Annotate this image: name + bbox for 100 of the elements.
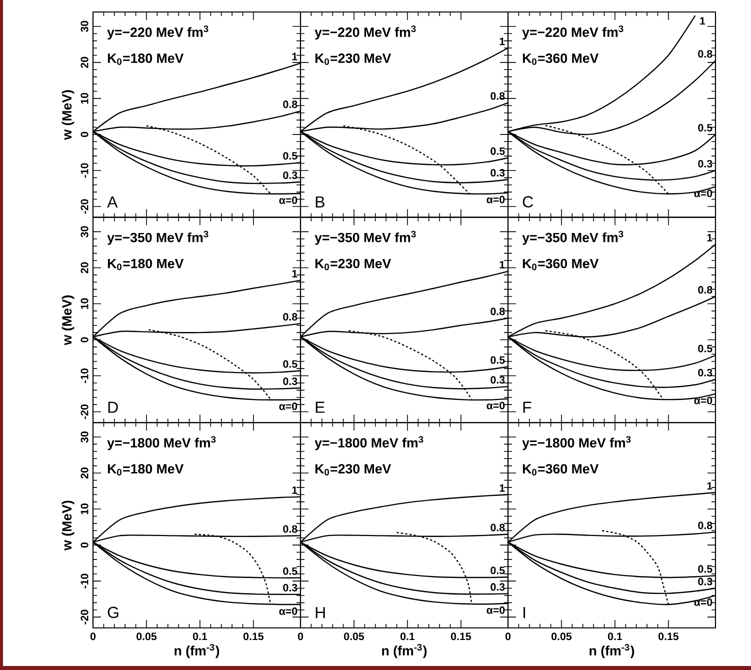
legend-label: 0.3 — [698, 160, 712, 168]
legend-label: α=0 — [279, 402, 298, 410]
x-tick-label: 0.15 — [243, 632, 264, 640]
legend-label: 0.3 — [490, 168, 505, 177]
legend-label: 0.8 — [283, 313, 298, 321]
y-axis-title: w (MeV) — [62, 295, 74, 346]
legend-label: 0.8 — [490, 524, 505, 532]
legend-label: α=0 — [279, 196, 298, 204]
annotation: y=−350 MeV fm$^{3}$ — [107, 230, 208, 245]
y-tick-label: 0 — [80, 542, 88, 548]
annotation: I — [524, 607, 526, 618]
y-tick-label: -20 — [80, 610, 88, 624]
y-tick-label: 20 — [80, 468, 88, 479]
legend-label: 1 — [500, 484, 505, 492]
legend-label: 0.5 — [490, 147, 505, 155]
y-tick-label: -10 — [80, 368, 88, 384]
annotation: y=−1800 MeV fm$^{3}$ — [314, 436, 424, 450]
x-tick-label: 0.05 — [344, 632, 364, 640]
y-tick-label: -10 — [80, 163, 88, 178]
y-tick-label: 30 — [80, 226, 88, 238]
legend-label: 0.8 — [283, 525, 298, 533]
y-tick-label: 10 — [80, 504, 88, 514]
legend-label: α=0 — [694, 598, 712, 606]
annotation: y=−220 MeV fm$^{3}$ — [107, 25, 208, 40]
x-tick-label: 0.1 — [400, 632, 415, 640]
annotation: y=−350 MeV fm$^{3}$ — [522, 230, 624, 245]
legend-label: 0.5 — [283, 567, 298, 575]
legend-label: 0.5 — [283, 152, 298, 160]
x-tick-label: 0.1 — [608, 632, 622, 640]
annotation: F — [523, 402, 532, 413]
legend-label: α=0 — [486, 606, 505, 614]
legend-label: 0.8 — [698, 286, 712, 294]
legend-label: 0.8 — [490, 308, 505, 316]
legend-label: 0.5 — [490, 566, 505, 574]
x-axis-title: n (fm$^{-3}$) — [174, 644, 220, 658]
annotation: K$_{0}$=230 MeV — [315, 54, 392, 65]
legend-label: 1 — [292, 270, 298, 278]
annotation: D — [108, 402, 118, 413]
annotation: K$_{0}$=360 MeV — [522, 464, 599, 476]
y-tick-label: 20 — [80, 262, 88, 274]
legend-label: α=0 — [486, 402, 505, 410]
annotation: y=−1800 MeV fm$^{3}$ — [107, 436, 216, 450]
annotation: K$_{0}$=360 MeV — [522, 54, 599, 65]
y-tick-label: -20 — [80, 199, 88, 214]
legend-label: 0.3 — [283, 584, 298, 592]
y-tick-label: -10 — [80, 574, 88, 588]
annotation: y=−220 MeV fm$^{3}$ — [522, 25, 624, 40]
annotation: K$_{0}$=230 MeV — [315, 464, 392, 476]
x-tick-label: 0.1 — [192, 632, 208, 640]
annotation: E — [316, 402, 325, 413]
annotation: C — [522, 196, 533, 208]
annotation: K$_{0}$=180 MeV — [108, 258, 184, 270]
legend-label: 1 — [292, 52, 298, 60]
annotation: K$_{0}$=230 MeV — [315, 258, 392, 270]
y-tick-label: 20 — [80, 56, 88, 68]
legend-label: 0.3 — [490, 376, 505, 384]
annotation: K$_{0}$=180 MeV — [108, 464, 184, 476]
legend-label: 0.3 — [283, 378, 298, 386]
x-tick-label: 0.15 — [658, 632, 679, 640]
legend-label: 0.5 — [283, 360, 298, 368]
annotation: A — [107, 196, 118, 208]
annotation: G — [108, 606, 118, 618]
legend-label: 1 — [700, 17, 706, 25]
legend-label: 0.8 — [698, 522, 712, 530]
legend-label: 0.3 — [698, 368, 712, 376]
legend-label: 0.8 — [698, 50, 712, 58]
annotation: y=−1800 MeV fm$^{3}$ — [522, 436, 631, 450]
y-tick-label: 0 — [80, 337, 88, 342]
y-tick-label: 0 — [80, 132, 88, 137]
legend-label: α=0 — [694, 396, 712, 404]
annotation: B — [316, 196, 324, 208]
x-tick-label: 0 — [298, 632, 304, 640]
annotation: y=−350 MeV fm$^{3}$ — [314, 230, 416, 245]
x-tick-label: 0 — [90, 632, 96, 640]
legend-label: α=0 — [486, 196, 505, 204]
annotation: K$_{0}$=360 MeV — [522, 258, 599, 270]
legend-label: 0.8 — [283, 100, 298, 108]
legend-label: 0.5 — [698, 344, 712, 352]
legend-label: 0.5 — [698, 565, 712, 573]
y-axis-title: w (MeV) — [62, 500, 74, 550]
x-tick-label: 0.05 — [552, 632, 572, 640]
legend-label: 1 — [707, 482, 712, 490]
legend-label: 0.5 — [698, 124, 712, 132]
x-tick-label: 0.05 — [136, 632, 157, 640]
x-axis-title: n (fm$^{-3}$) — [590, 644, 634, 658]
legend-label: 0.3 — [698, 578, 712, 586]
y-tick-label: 30 — [80, 20, 88, 32]
legend-label: 1 — [500, 38, 505, 46]
y-axis-title: w (MeV) — [62, 90, 74, 140]
legend-label: α=0 — [279, 607, 298, 615]
annotation: H — [316, 607, 325, 618]
legend-label: 1 — [707, 234, 712, 242]
legend-label: α=0 — [694, 190, 712, 198]
legend-label: 0.3 — [283, 172, 298, 180]
annotation: y=−220 MeV fm$^{3}$ — [314, 25, 416, 40]
legend-label: 1 — [292, 486, 298, 494]
y-tick-label: 10 — [80, 92, 88, 104]
legend-label: 0.3 — [490, 583, 505, 591]
x-tick-label: 0 — [505, 632, 511, 640]
x-tick-label: 0.15 — [450, 632, 472, 640]
